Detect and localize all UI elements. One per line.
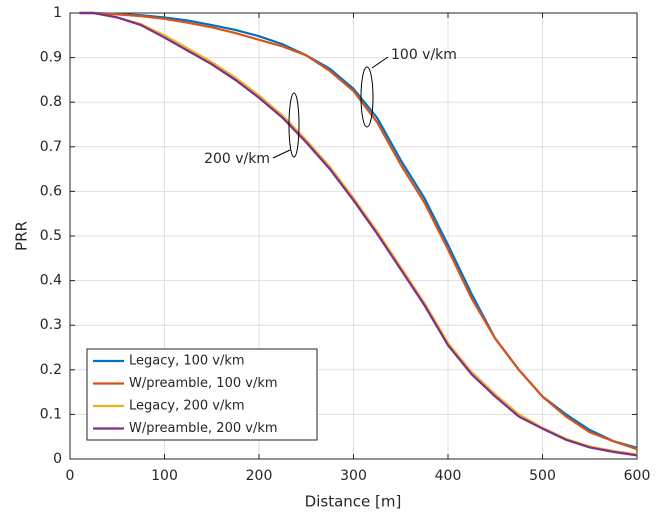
x-tick-label: 400 — [435, 468, 462, 484]
legend-label: W/preamble, 100 v/km — [129, 376, 278, 391]
annotation-leader — [371, 56, 389, 69]
y-axis-label: PRR — [13, 221, 31, 251]
y-tick-label: 0.6 — [40, 183, 62, 199]
annotation-leader — [272, 149, 291, 159]
legend-label: Legacy, 200 v/km — [129, 399, 245, 414]
annotation-ellipse — [360, 66, 374, 128]
legend-label: Legacy, 100 v/km — [129, 354, 245, 369]
legend-label: W/preamble, 200 v/km — [129, 421, 278, 436]
legend-box — [86, 348, 318, 441]
x-tick-label: 600 — [624, 468, 651, 484]
series-line — [79, 11, 638, 451]
y-tick-label: 0 — [53, 451, 62, 467]
series-line — [79, 11, 638, 457]
plot-frame — [69, 12, 638, 460]
y-tick-label: 0.4 — [40, 273, 62, 289]
y-tick-label: 0.1 — [40, 406, 62, 422]
y-tick-label: 0.3 — [40, 317, 62, 333]
y-tick-label: 0.5 — [40, 228, 62, 244]
x-tick-label: 200 — [246, 468, 273, 484]
x-tick-label: 100 — [151, 468, 178, 484]
y-tick-label: 0.9 — [40, 50, 62, 66]
y-tick-label: 0.7 — [40, 139, 62, 155]
annotation: 100 v/km — [391, 47, 457, 63]
y-tick-label: 1 — [53, 5, 62, 21]
y-tick-label: 0.8 — [40, 94, 62, 110]
y-tick-label: 0.2 — [40, 362, 62, 378]
annotation-ellipse — [288, 92, 300, 158]
x-tick-label: 300 — [340, 468, 367, 484]
x-tick-label: 500 — [529, 468, 556, 484]
x-tick-label: 0 — [66, 468, 75, 484]
legend: Legacy, 100 v/km W/preamble, 100 v/km Lega… — [86, 348, 318, 441]
annotation: 200 v/km — [204, 151, 270, 167]
x-axis-label: Distance [m] — [305, 493, 402, 511]
